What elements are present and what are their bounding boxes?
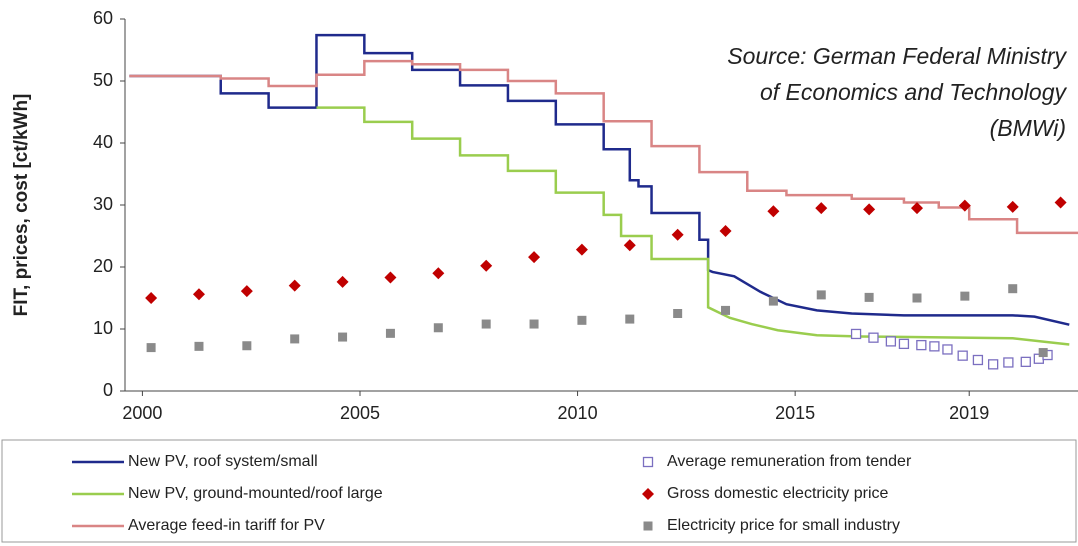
point	[957, 350, 968, 361]
point	[336, 275, 349, 288]
y-tick-label: 50	[93, 70, 113, 90]
legend-label: Average remuneration from tender	[667, 453, 912, 470]
point	[910, 202, 923, 215]
point	[1003, 357, 1014, 368]
annotation: (BMWi)	[990, 115, 1066, 141]
point	[384, 271, 397, 284]
y-tick-label: 30	[93, 194, 113, 214]
point	[868, 332, 879, 343]
point	[240, 285, 253, 298]
point	[575, 243, 588, 256]
legend-label: Average feed-in tariff for PV	[128, 517, 325, 534]
point	[767, 205, 780, 218]
annotation: Source: German Federal Ministry	[727, 43, 1067, 69]
legend-label: Electricity price for small industry	[667, 517, 900, 534]
x-tick-label: 2019	[949, 403, 989, 423]
y-tick-label: 0	[103, 380, 113, 400]
point	[1006, 200, 1019, 213]
y-axis-label: FIT, prices, cost [ct/kWh]	[11, 94, 32, 317]
point	[942, 344, 953, 355]
y-tick-label: 10	[93, 318, 113, 338]
legend-label: Gross domestic electricity price	[667, 485, 888, 502]
point	[958, 199, 971, 212]
point	[288, 279, 301, 292]
line	[129, 59, 1078, 235]
point	[338, 332, 348, 342]
point	[960, 291, 970, 301]
point	[433, 323, 443, 333]
point	[146, 343, 156, 353]
point	[721, 305, 731, 315]
y-tick-label: 40	[93, 132, 113, 152]
point	[816, 290, 826, 300]
point	[850, 328, 862, 340]
point	[625, 314, 635, 324]
point	[863, 203, 876, 216]
point	[1038, 348, 1048, 358]
x-tick-label: 2005	[340, 403, 380, 423]
point	[481, 319, 491, 329]
point	[929, 341, 940, 352]
point	[145, 292, 158, 304]
point	[623, 239, 636, 252]
x-tick-label: 2015	[775, 403, 815, 423]
legend-swatch	[642, 488, 654, 500]
point	[480, 259, 493, 272]
point	[972, 354, 984, 366]
annotation: of Economics and Technology	[760, 79, 1068, 105]
point	[290, 334, 300, 344]
x-tick-label: 2000	[122, 403, 162, 423]
point	[815, 202, 828, 215]
point	[885, 336, 897, 347]
legend-swatch	[642, 456, 654, 468]
point	[898, 338, 910, 350]
legend-label: New PV, roof system/small	[128, 453, 318, 470]
point	[528, 251, 541, 264]
point	[673, 309, 683, 318]
point	[577, 315, 587, 325]
point	[768, 296, 778, 306]
point	[432, 267, 445, 280]
point	[529, 319, 539, 329]
legend-swatch	[643, 521, 653, 531]
point	[671, 228, 684, 241]
point	[719, 225, 732, 238]
legend-label: New PV, ground-mounted/roof large	[128, 485, 383, 502]
point	[912, 293, 922, 303]
point	[242, 341, 252, 351]
legend-box	[1, 439, 1077, 543]
point	[916, 339, 927, 351]
point	[987, 359, 999, 370]
y-tick-label: 60	[93, 8, 113, 28]
point	[385, 328, 395, 338]
y-tick-label: 20	[93, 256, 113, 276]
point	[192, 288, 205, 301]
point	[1008, 284, 1018, 294]
point	[194, 341, 204, 351]
line	[316, 106, 1070, 346]
point	[1020, 356, 1031, 368]
x-tick-label: 2010	[558, 403, 598, 423]
point	[864, 292, 874, 302]
point	[1054, 196, 1067, 209]
